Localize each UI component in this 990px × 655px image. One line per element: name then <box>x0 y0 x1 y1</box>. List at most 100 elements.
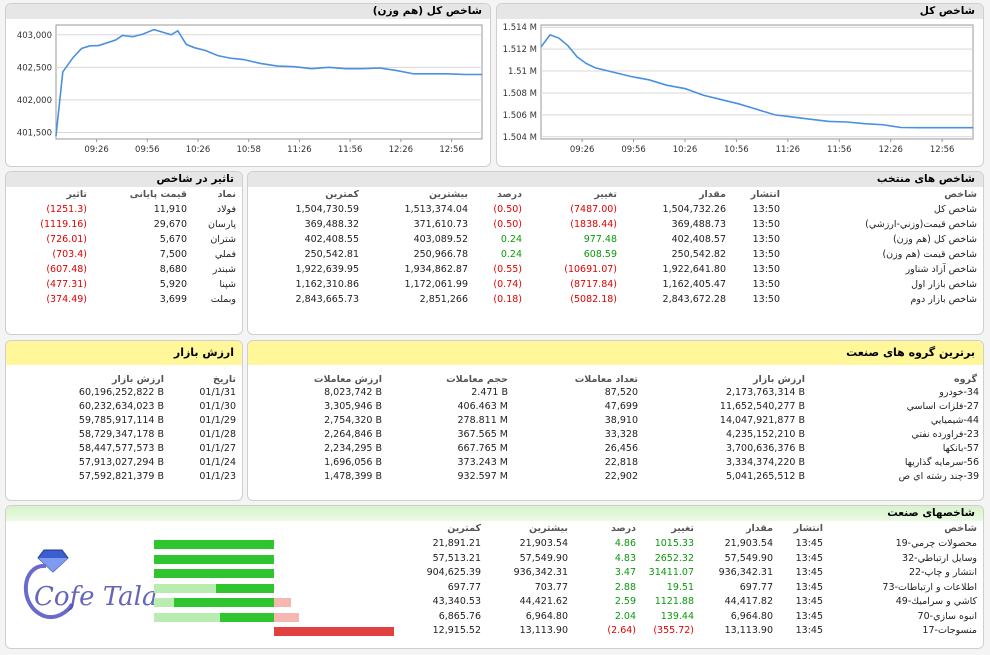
index-value: 2,843,672.28 <box>662 294 726 305</box>
y-tick-label: 402,000 <box>17 96 52 106</box>
selected-header: درصد <box>496 189 522 200</box>
group-market-value: 3,334,374,220 B <box>725 457 805 468</box>
index-change: (5082.18) <box>570 294 617 305</box>
x-tick-label: 11:26 <box>776 145 801 155</box>
industry-time: 13:45 <box>795 610 823 622</box>
index-low: 369,488.32 <box>304 219 359 230</box>
industry-header: تغییر <box>671 523 694 534</box>
selected-header: کمترین <box>325 189 359 200</box>
group-trade-value: 2,234,295 B <box>324 443 382 454</box>
index-low: 402,408.55 <box>304 234 359 245</box>
industry-low: 57,513.21 <box>432 552 481 564</box>
chart-right-title: شاخص کل <box>497 4 983 19</box>
industry-pink-bar <box>274 612 299 622</box>
industry-name: 22-انتشار و چاپ <box>909 567 977 578</box>
market-value: 58,447,577,573 B <box>78 443 164 454</box>
industry-header: انتشار <box>793 523 823 534</box>
industry-time: 13:45 <box>795 581 823 593</box>
impact-header: قیمت پایانی <box>129 189 187 200</box>
x-tick-label: 09:56 <box>621 145 646 155</box>
market-date: 01/1/29 <box>199 415 236 426</box>
industry-header: کمترین <box>447 523 481 534</box>
industry-value: 57,549.90 <box>724 552 773 564</box>
group-market-value: 3,700,636,376 B <box>725 443 805 454</box>
industry-pos-bar <box>174 598 274 607</box>
chart-left-panel: شاخص کل (هم وزن) 401,500 402,000 402,500 40… <box>5 3 491 167</box>
group-trade-value: 1,478,399 B <box>324 471 382 482</box>
index-high: 1,513,374.04 <box>404 204 468 215</box>
group-trade-count: 47,699 <box>604 401 638 412</box>
index-high: 2,851,266 <box>419 294 468 305</box>
group-trade-volume: 932.597 M <box>457 471 508 482</box>
industry-time: 13:45 <box>795 567 823 578</box>
industry-high: 6,964.80 <box>525 610 568 622</box>
market-date: 01/1/27 <box>199 443 236 454</box>
x-tick-label: 10:56 <box>724 145 749 155</box>
industry-change: 1015.33 <box>654 538 694 549</box>
industry-change: (355.72) <box>653 625 694 636</box>
industry-percent: 4.83 <box>614 552 636 564</box>
index-value: 1,922,641.80 <box>662 264 726 275</box>
x-tick-label: 11:56 <box>338 145 363 155</box>
industry-light-bar <box>154 583 216 593</box>
industry-percent: 4.86 <box>614 538 636 549</box>
y-tick-label: 1.504 M <box>503 133 537 143</box>
impact-value: (703.4) <box>52 249 87 260</box>
index-low: 1,504,730.59 <box>295 204 359 215</box>
index-percent: (0.18) <box>493 294 522 305</box>
group-name: 27-فلزات اساسي <box>906 401 979 412</box>
x-tick-label: 12:56 <box>439 145 464 155</box>
impact-value: (1251.3) <box>46 204 87 215</box>
groups-header: حجم معاملات <box>446 374 508 385</box>
group-trade-count: 22,902 <box>604 471 638 482</box>
index-high: 250,966.78 <box>413 249 468 260</box>
y-tick-label: 1.508 M <box>503 89 537 99</box>
index-high: 1,934,862.87 <box>404 264 468 275</box>
market-date: 01/1/28 <box>199 429 236 440</box>
index-time: 13:50 <box>752 234 780 245</box>
industry-low: 43,340.53 <box>432 596 481 607</box>
industry-high: 44,421.62 <box>519 596 568 607</box>
industry-light-bar <box>154 612 220 622</box>
x-tick-label: 10:58 <box>236 145 261 155</box>
market-header: ارزش بازار <box>112 374 164 385</box>
industry-value: 13,113.90 <box>724 625 773 636</box>
industry-indices-title: شاخصهای صنعت <box>6 506 983 521</box>
industry-header: درصد <box>610 523 636 534</box>
impact-symbol: شبندر <box>212 264 236 275</box>
index-time: 13:50 <box>752 249 780 260</box>
industry-change: 2652.32 <box>654 552 694 564</box>
industry-low: 697.77 <box>447 581 481 593</box>
industry-pos-bar <box>220 612 274 622</box>
x-tick-label: 11:56 <box>827 145 852 155</box>
industry-header: مقدار <box>746 523 773 534</box>
y-tick-label: 1.512 M <box>503 45 537 55</box>
selected-indices-panel: شاخص های منتخب شاخص انتشار مقدار تغییر درصد ب… <box>247 171 984 335</box>
group-market-value: 4,235,152,210 B <box>725 429 805 440</box>
impact-symbol: پارسان <box>208 219 236 230</box>
index-low: 1,162,310.86 <box>295 279 359 290</box>
market-value: 60,232,634,023 B <box>78 401 164 412</box>
industry-percent: 3.47 <box>614 567 636 578</box>
group-trade-count: 26,456 <box>604 443 638 454</box>
market-value: 59,785,917,114 B <box>78 415 164 426</box>
industry-pos-bar <box>216 583 274 593</box>
group-name: 34-خودرو <box>939 387 979 398</box>
groups-header: تعداد معاملات <box>574 374 638 385</box>
x-tick-label: 09:56 <box>135 145 160 155</box>
index-change: (8717.84) <box>570 279 617 290</box>
industry-name: 19-محصولات چرمي <box>895 538 977 549</box>
x-tick-label: 12:26 <box>389 145 414 155</box>
industry-name: 17-منسوجات <box>922 625 977 636</box>
impact-symbol: فملي <box>214 249 236 260</box>
impact-close-price: 11,910 <box>153 204 187 215</box>
industry-change: 19.51 <box>666 581 694 593</box>
group-name: 23-فراورده نفتي <box>911 429 979 440</box>
group-trade-volume: 406.463 M <box>457 401 508 412</box>
impact-value: (607.48) <box>46 264 87 275</box>
group-market-value: 2,173,763,314 B <box>725 387 805 398</box>
group-name: 44-شيميايي <box>930 415 979 426</box>
group-trade-volume: 367.565 M <box>457 429 508 440</box>
index-time: 13:50 <box>752 264 780 275</box>
industry-percent: (2.64) <box>607 625 636 636</box>
